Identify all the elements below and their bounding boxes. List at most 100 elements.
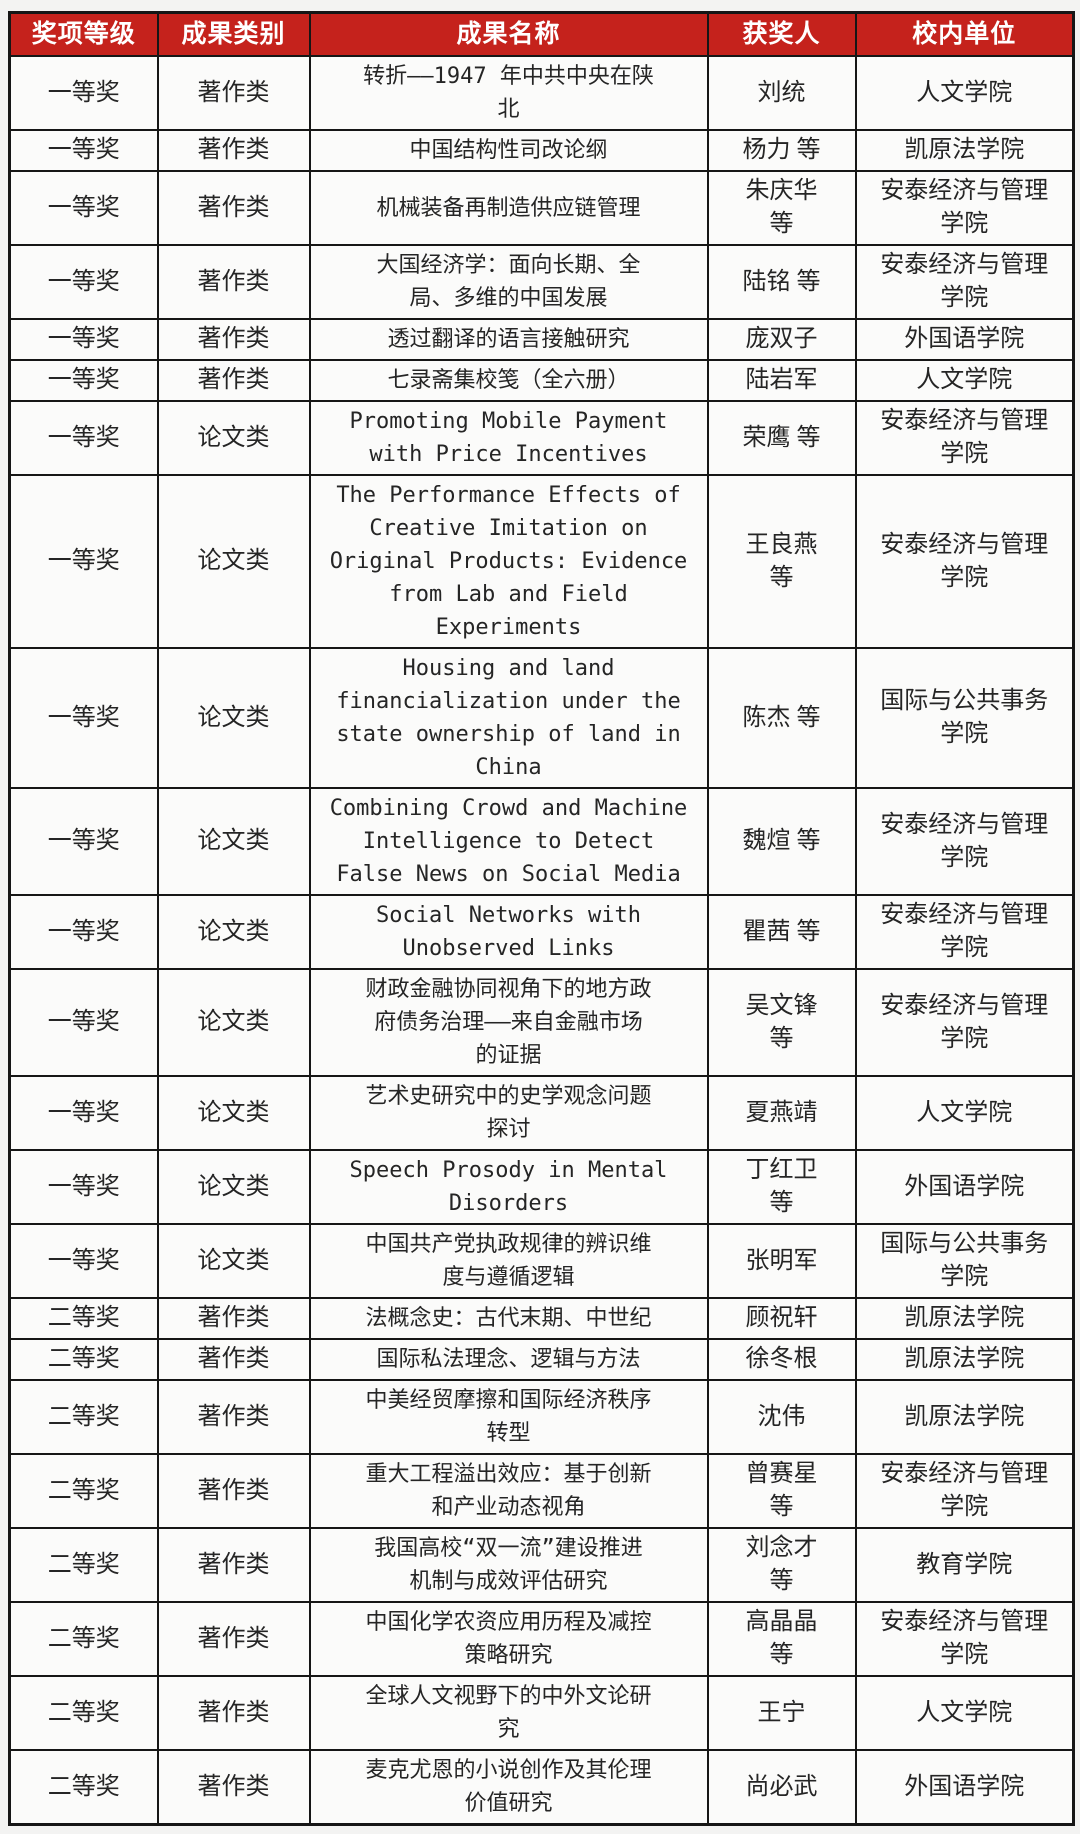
- cell-name: 机械装备再制造供应链管理: [308, 170, 709, 246]
- table-row: 一等奖 论文类 Speech Prosody in Mental Disorders…: [8, 1149, 1075, 1225]
- cell-name: Speech Prosody in Mental Disorders: [308, 1149, 709, 1225]
- cell-category: 论文类: [156, 787, 311, 896]
- cell-unit: 人文学院: [854, 55, 1075, 131]
- table-row: 一等奖 著作类 七录斋集校笺（全六册） 陆岩军 人文学院: [8, 359, 1075, 402]
- cell-award: 一等奖: [8, 968, 159, 1077]
- cell-award: 一等奖: [8, 129, 159, 172]
- cell-category: 著作类: [156, 1379, 311, 1455]
- cell-category: 著作类: [156, 1527, 311, 1603]
- cell-winner: 张明军: [706, 1223, 857, 1299]
- cell-name: 财政金融协同视角下的地方政 府债务治理——来自金融市场 的证据: [308, 968, 709, 1077]
- cell-winner: 陈杰 等: [706, 647, 857, 789]
- cell-winner: 陆铭 等: [706, 244, 857, 320]
- cell-winner: 瞿茜 等: [706, 894, 857, 970]
- cell-award: 一等奖: [8, 647, 159, 789]
- cell-category: 著作类: [156, 1297, 311, 1340]
- cell-winner: 王良燕 等: [706, 474, 857, 649]
- cell-unit: 人文学院: [854, 1675, 1075, 1751]
- cell-award: 二等奖: [8, 1749, 159, 1826]
- cell-name: 中国共产党执政规律的辨识维 度与遵循逻辑: [308, 1223, 709, 1299]
- cell-unit: 人文学院: [854, 359, 1075, 402]
- cell-winner: 刘统: [706, 55, 857, 131]
- table-row: 一等奖 著作类 机械装备再制造供应链管理 朱庆华 等安泰经济与管理 学院: [8, 170, 1075, 246]
- cell-name: 法概念史：古代末期、中世纪: [308, 1297, 709, 1340]
- cell-name: 透过翻译的语言接触研究: [308, 318, 709, 361]
- table-row: 一等奖 著作类 透过翻译的语言接触研究 庞双子 外国语学院: [8, 318, 1075, 361]
- cell-winner: 吴文锋 等: [706, 968, 857, 1077]
- cell-award: 一等奖: [8, 318, 159, 361]
- cell-winner: 朱庆华 等: [706, 170, 857, 246]
- cell-category: 著作类: [156, 129, 311, 172]
- cell-category: 著作类: [156, 244, 311, 320]
- table-row: 一等奖 著作类 中国结构性司改论纲 杨力 等凯原法学院: [8, 129, 1075, 172]
- cell-award: 一等奖: [8, 787, 159, 896]
- cell-winner: 王宁: [706, 1675, 857, 1751]
- cell-unit: 凯原法学院: [854, 1379, 1075, 1455]
- cell-category: 论文类: [156, 474, 311, 649]
- header-row: 奖项等级 成果类别 成果名称 获奖人 校内单位: [8, 11, 1075, 57]
- table-row: 一等奖 论文类 Housing and land financialization …: [8, 647, 1075, 789]
- cell-award: 一等奖: [8, 894, 159, 970]
- cell-category: 著作类: [156, 1338, 311, 1381]
- cell-category: 著作类: [156, 170, 311, 246]
- cell-unit: 凯原法学院: [854, 1297, 1075, 1340]
- table-body: 一等奖 著作类 转折——1947 年中共中央在陕 北刘统 人文学院 一等奖 著作类 中国结构…: [8, 55, 1075, 1826]
- column-header-name: 成果名称: [308, 11, 709, 57]
- cell-name: 转折——1947 年中共中央在陕 北: [308, 55, 709, 131]
- cell-winner: 魏煊 等: [706, 787, 857, 896]
- cell-category: 论文类: [156, 1075, 311, 1151]
- cell-award: 一等奖: [8, 1149, 159, 1225]
- cell-award: 二等奖: [8, 1453, 159, 1529]
- table-row: 二等奖 著作类 重大工程溢出效应：基于创新 和产业动态视角 曾赛星 等安泰经济与管理 …: [8, 1453, 1075, 1529]
- cell-unit: 安泰经济与管理 学院: [854, 170, 1075, 246]
- column-header-category: 成果类别: [156, 11, 311, 57]
- table-row: 二等奖 著作类 全球人文视野下的中外文论研 究王宁 人文学院: [8, 1675, 1075, 1751]
- cell-unit: 安泰经济与管理 学院: [854, 787, 1075, 896]
- table-row: 二等奖 著作类 我国高校“双一流”建设推进 机制与成效评估研究 刘念才 等教育学院: [8, 1527, 1075, 1603]
- cell-category: 著作类: [156, 1749, 311, 1826]
- table-row: 一等奖 论文类 中国共产党执政规律的辨识维 度与遵循逻辑 张明军 国际与公共事务 学院: [8, 1223, 1075, 1299]
- cell-name: 中国化学农资应用历程及减控 策略研究: [308, 1601, 709, 1677]
- cell-unit: 安泰经济与管理 学院: [854, 244, 1075, 320]
- cell-winner: 荣鹰 等: [706, 400, 857, 476]
- cell-name: 中美经贸摩擦和国际经济秩序 转型: [308, 1379, 709, 1455]
- table-row: 一等奖 论文类 Social Networks with Unobserved Li…: [8, 894, 1075, 970]
- cell-winner: 刘念才 等: [706, 1527, 857, 1603]
- cell-name: 我国高校“双一流”建设推进 机制与成效评估研究: [308, 1527, 709, 1603]
- table-row: 二等奖 著作类 法概念史：古代末期、中世纪 顾祝轩 凯原法学院: [8, 1297, 1075, 1340]
- cell-name: 国际私法理念、逻辑与方法: [308, 1338, 709, 1381]
- cell-winner: 陆岩军: [706, 359, 857, 402]
- cell-category: 论文类: [156, 1149, 311, 1225]
- cell-name: 艺术史研究中的史学观念问题 探讨: [308, 1075, 709, 1151]
- cell-unit: 外国语学院: [854, 1149, 1075, 1225]
- table-row: 二等奖 著作类 国际私法理念、逻辑与方法 徐冬根 凯原法学院: [8, 1338, 1075, 1381]
- cell-award: 二等奖: [8, 1527, 159, 1603]
- cell-category: 著作类: [156, 359, 311, 402]
- table-row: 一等奖 论文类 Combining Crowd and Machine Intell…: [8, 787, 1075, 896]
- cell-unit: 外国语学院: [854, 318, 1075, 361]
- cell-category: 论文类: [156, 1223, 311, 1299]
- column-header-award: 奖项等级: [8, 11, 159, 57]
- table-row: 一等奖 论文类 艺术史研究中的史学观念问题 探讨 夏燕靖 人文学院: [8, 1075, 1075, 1151]
- table-row: 一等奖 论文类 财政金融协同视角下的地方政 府债务治理——来自金融市场 的证据 吴文锋…: [8, 968, 1075, 1077]
- cell-award: 二等奖: [8, 1601, 159, 1677]
- cell-unit: 国际与公共事务 学院: [854, 647, 1075, 789]
- cell-name: 大国经济学：面向长期、全 局、多维的中国发展: [308, 244, 709, 320]
- cell-name: 全球人文视野下的中外文论研 究: [308, 1675, 709, 1751]
- cell-winner: 杨力 等: [706, 129, 857, 172]
- column-header-winner: 获奖人: [706, 11, 857, 57]
- cell-winner: 顾祝轩: [706, 1297, 857, 1340]
- table-row: 一等奖 著作类 大国经济学：面向长期、全 局、多维的中国发展 陆铭 等安泰经济与管理 …: [8, 244, 1075, 320]
- cell-unit: 凯原法学院: [854, 129, 1075, 172]
- cell-winner: 徐冬根: [706, 1338, 857, 1381]
- cell-award: 一等奖: [8, 55, 159, 131]
- table-row: 一等奖 论文类 The Performance Effects of Creativ…: [8, 474, 1075, 649]
- cell-award: 二等奖: [8, 1675, 159, 1751]
- cell-unit: 安泰经济与管理 学院: [854, 400, 1075, 476]
- cell-award: 二等奖: [8, 1338, 159, 1381]
- cell-winner: 庞双子: [706, 318, 857, 361]
- cell-name: 麦克尤恩的小说创作及其伦理 价值研究: [308, 1749, 709, 1826]
- cell-category: 著作类: [156, 1453, 311, 1529]
- cell-name: 中国结构性司改论纲: [308, 129, 709, 172]
